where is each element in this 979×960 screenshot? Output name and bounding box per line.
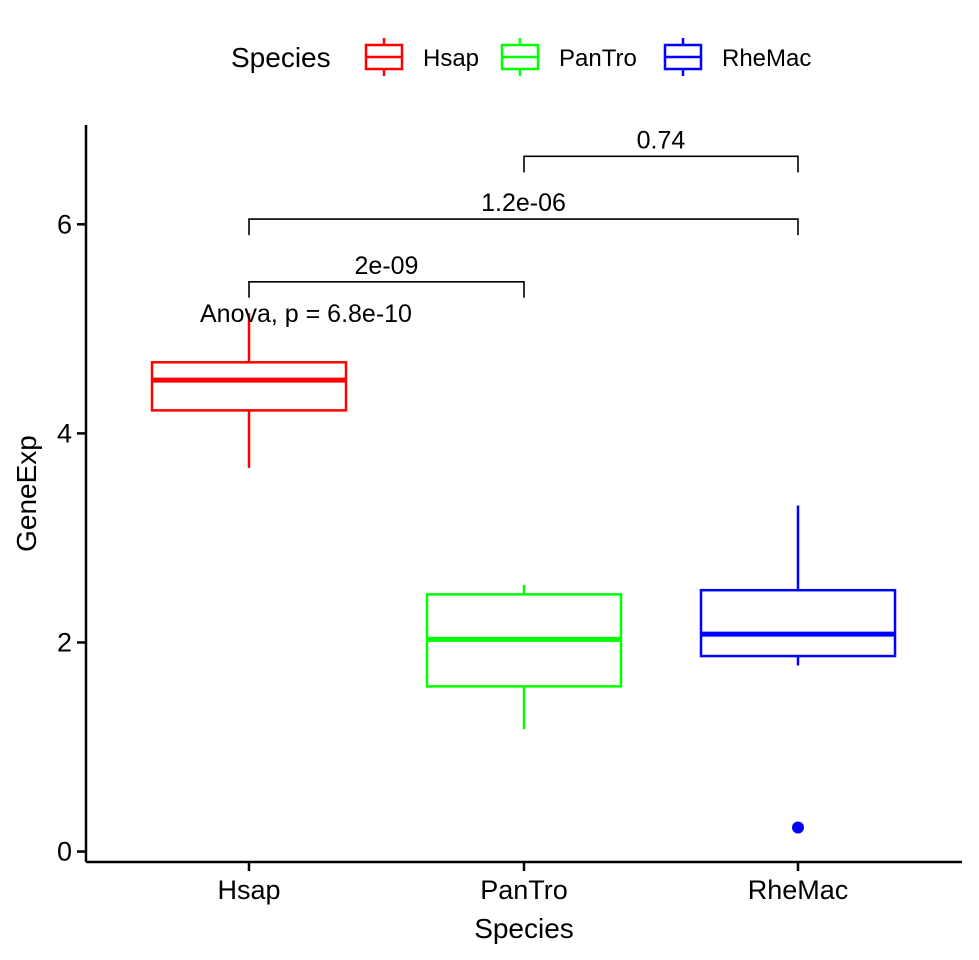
y-tick-label: 4: [57, 418, 72, 448]
box-iqr: [150, 361, 348, 412]
x-tick-label: Hsap: [217, 875, 280, 905]
y-axis-title: GeneExp: [11, 435, 42, 552]
outlier-point: [792, 821, 804, 834]
legend-label: Hsap: [423, 45, 479, 72]
box-iqr: [699, 588, 897, 658]
y-tick-label: 0: [57, 837, 72, 867]
legend-label: PanTro: [559, 45, 637, 72]
legend-label: RheMac: [722, 45, 811, 72]
comparison-bracket: [248, 218, 799, 236]
comparison-pvalue: 0.74: [637, 126, 686, 154]
x-axis-title: Species: [474, 913, 574, 944]
comparison-pvalue: 2e-09: [355, 252, 419, 280]
x-tick-label: RheMac: [748, 875, 849, 905]
comparison-bracket: [523, 155, 799, 173]
y-tick-label: 6: [57, 209, 72, 239]
x-tick-label: PanTro: [480, 875, 568, 905]
anova-annotation: Anova, p = 6.8e-10: [200, 300, 412, 328]
y-tick-label: 2: [57, 627, 72, 657]
comparison-pvalue: 1.2e-06: [481, 189, 566, 217]
legend-title: Species: [231, 42, 331, 73]
comparison-bracket: [248, 281, 525, 298]
